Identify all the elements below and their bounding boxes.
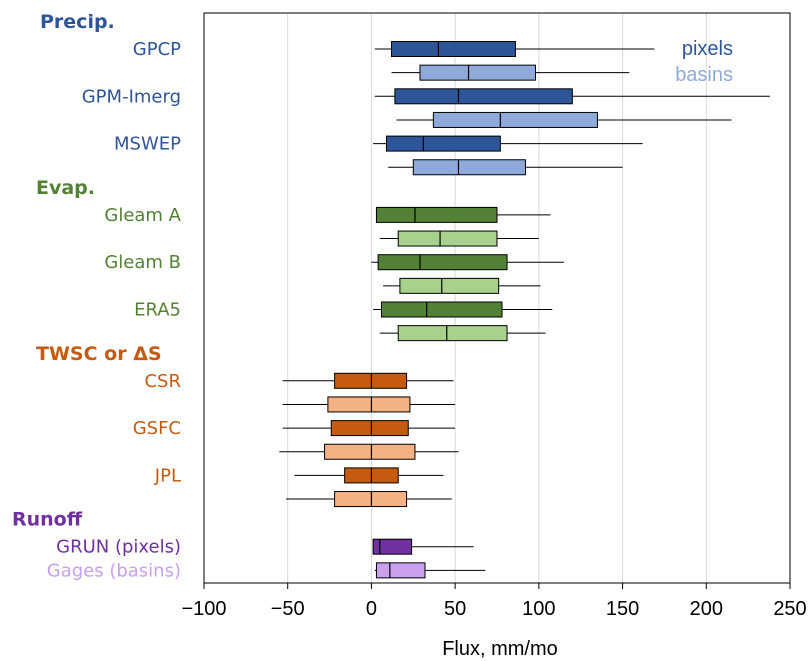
legend-entry-basins: basins [675,64,733,86]
box-gpcp-pixels [374,41,655,57]
box-csr-basins [282,396,456,413]
dataset-label: GSFC [133,418,181,439]
box-gpm-imerg-pixels [374,88,770,105]
box-gleam-b-basins [383,277,541,294]
box-gpm-imerg-basins [396,111,732,128]
group-title: Evap. [36,177,95,199]
x-tick-label: 100 [522,598,555,620]
box-grun-pixels--pixels [372,538,474,555]
box-series [279,41,770,579]
iqr-box [385,135,501,152]
iqr-box [399,277,500,294]
iqr-box [375,562,426,579]
group-title: Runoff [12,509,83,531]
iqr-box [412,159,526,176]
dataset-label: Gleam B [104,252,181,273]
iqr-box [330,420,409,437]
x-tick-label: 150 [606,598,639,620]
dataset-label: Gages (basins) [47,560,181,581]
iqr-box [380,301,503,318]
box-gleam-a-pixels [375,206,551,223]
dataset-label: JPL [154,465,181,486]
box-era5-basins [379,325,546,342]
legend: pixels basins [675,38,733,86]
box-jpl-basins [286,491,452,508]
box-gages-basins--basins [374,562,486,579]
box-gsfc-basins [279,443,459,460]
dataset-label: GPM-Imerg [82,86,181,107]
iqr-box [419,64,537,81]
dataset-label: GPCP [133,39,181,60]
group-title: Precip. [40,11,115,33]
box-mswep-basins [388,159,623,176]
dataset-label: GRUN (pixels) [56,537,181,558]
iqr-box [327,396,411,413]
iqr-box [391,41,516,57]
x-tick-label: 200 [690,598,723,620]
group-title: TWSC or ΔS [36,343,162,365]
box-gleam-b-pixels [371,254,564,271]
box-gsfc-pixels [282,420,456,437]
iqr-box [397,230,498,247]
box-jpl-pixels [294,467,444,484]
legend-entry-pixels: pixels [682,38,733,60]
iqr-box [375,206,498,223]
box-csr-pixels [282,372,454,389]
dataset-label: MSWEP [114,134,181,155]
iqr-box [324,443,416,460]
box-mswep-pixels [373,135,643,152]
iqr-box [372,538,413,555]
dataset-label: ERA5 [134,300,181,321]
dataset-labels: GPCP GPM-Imerg MSWEP Gleam A Gleam B ERA5 CSR G… [12,11,182,581]
x-tick-label: −50 [271,598,305,620]
iqr-box [334,491,408,508]
x-axis-label: Flux, mm/mo [442,638,558,660]
plot-frame [203,12,791,584]
iqr-box [334,372,408,389]
x-axis-ticks: −100 −50 0 50 100 150 200 250 [181,583,807,620]
box-gleam-a-basins [379,230,539,247]
dataset-label: CSR [144,371,181,392]
x-tick-label: −100 [181,598,226,620]
iqr-box [397,325,508,342]
iqr-box [377,254,508,271]
vertical-gridlines [287,13,707,583]
x-tick-label: 50 [444,598,466,620]
x-tick-label: 0 [366,598,377,620]
iqr-box [394,88,573,105]
x-tick-label: 250 [773,598,806,620]
dataset-label: Gleam A [104,205,181,226]
box-gpcp-basins [391,64,630,81]
iqr-box [432,111,598,128]
box-era5-pixels [373,301,553,318]
